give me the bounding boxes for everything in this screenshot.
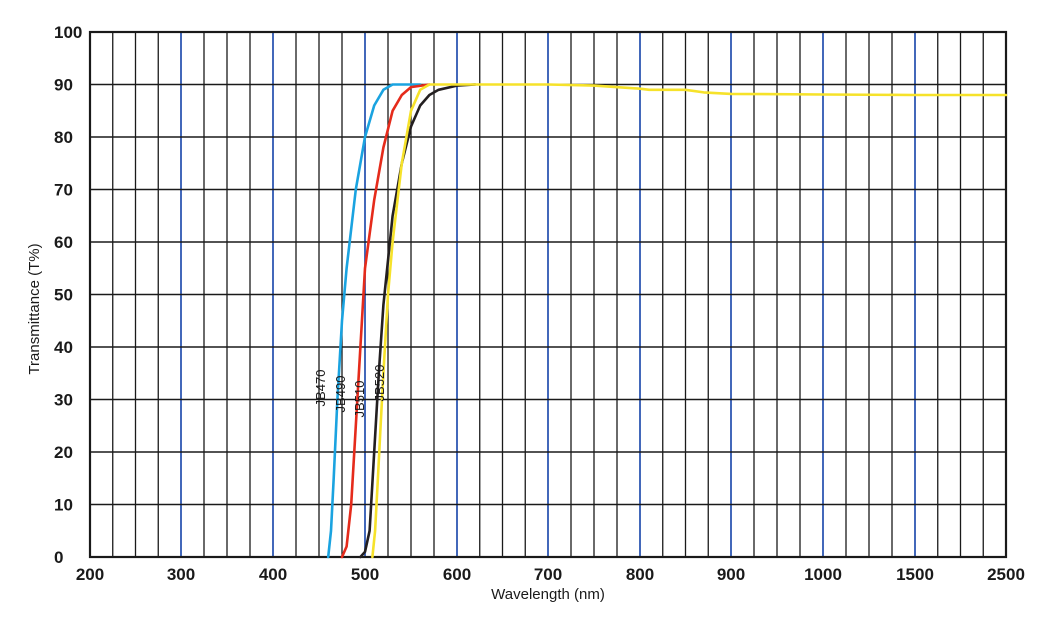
x-tick-labels: 200 300 400 500 600 700 800 900 1000 1500 2500 — [76, 565, 1025, 584]
y-tick-label: 40 — [54, 338, 73, 357]
series-labels: JB470 JB490 JB510 JB520 — [313, 365, 387, 418]
x-tick-label: 1500 — [896, 565, 934, 584]
series-line-jb510 — [359, 83, 477, 559]
y-tick-label: 70 — [54, 181, 73, 200]
x-axis-label: Wavelength (nm) — [491, 586, 605, 603]
grid — [88, 30, 1008, 559]
x-tick-label: 400 — [259, 565, 287, 584]
y-tick-label: 100 — [54, 23, 82, 42]
series-label-jb510: JB510 — [352, 381, 367, 418]
y-tick-label: 80 — [54, 128, 73, 147]
x-tick-label: 300 — [167, 565, 195, 584]
series-label-jb470: JB470 — [313, 370, 328, 407]
y-tick-labels: 0 10 20 30 40 50 60 70 80 90 100 — [54, 23, 82, 567]
plot-frame — [88, 30, 1008, 559]
series-lines — [326, 83, 1008, 559]
x-tick-label: 2500 — [987, 565, 1025, 584]
series-label-jb520: JB520 — [372, 365, 387, 402]
y-tick-label: 0 — [54, 548, 63, 567]
series-line-jb520 — [371, 83, 1008, 559]
x-tick-label: 200 — [76, 565, 104, 584]
x-tick-label: 1000 — [804, 565, 842, 584]
y-tick-label: 50 — [54, 286, 73, 305]
x-tick-label: 700 — [534, 565, 562, 584]
series-line-jb490 — [340, 83, 431, 559]
y-tick-label: 20 — [54, 443, 73, 462]
y-tick-label: 30 — [54, 391, 73, 410]
x-tick-label: 900 — [717, 565, 745, 584]
y-tick-label: 10 — [54, 496, 73, 515]
x-tick-label: 800 — [626, 565, 654, 584]
y-axis-label: Transmittance (T%) — [26, 243, 43, 374]
y-tick-label: 90 — [54, 76, 73, 95]
series-label-jb490: JB490 — [333, 376, 348, 413]
x-tick-label: 500 — [351, 565, 379, 584]
series-line-jb470 — [326, 83, 422, 559]
y-tick-label: 60 — [54, 233, 73, 252]
x-tick-label: 600 — [443, 565, 471, 584]
